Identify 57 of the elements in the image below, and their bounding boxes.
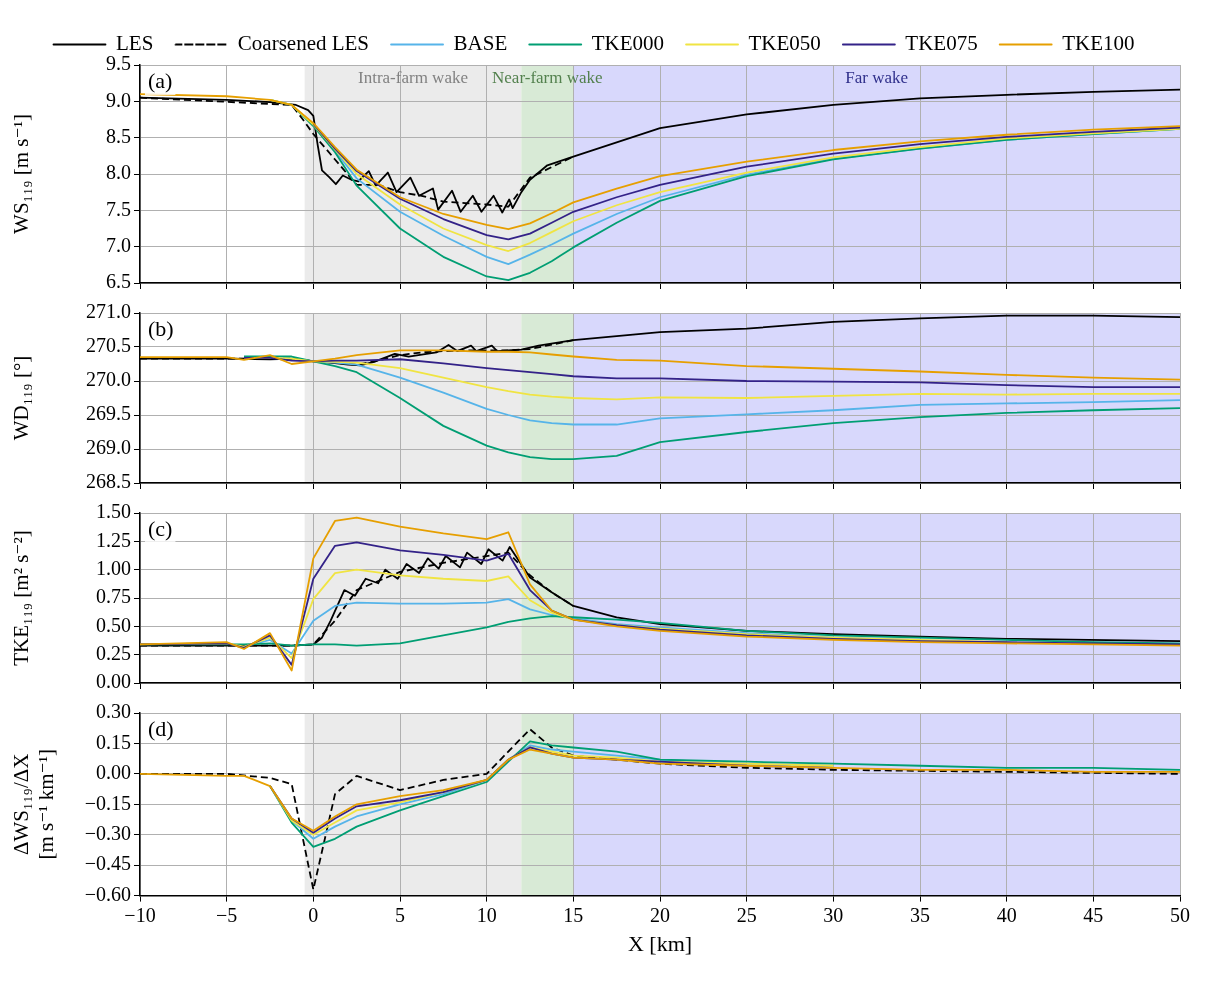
y-tick-label: 1.00 [96, 556, 131, 579]
y-axis-title: WS₁₁₉ [m s⁻¹] [9, 114, 34, 234]
legend-label: Coarsened LES [237, 31, 370, 56]
y-tick-label: 7.0 [106, 233, 131, 256]
x-tick-label: 10 [476, 903, 497, 926]
y-tick-label: 8.5 [106, 124, 131, 147]
band-label: Near-farm wake [492, 67, 603, 87]
x-tick-label: 30 [823, 903, 844, 926]
x-tick-label: 40 [996, 903, 1017, 926]
y-tick-label: −0.15 [84, 791, 131, 814]
y-tick-label: 0.25 [96, 641, 131, 664]
y-tick-label: 1.50 [96, 500, 131, 523]
y-tick-label: 0.50 [96, 613, 131, 636]
x-tick-label: 20 [650, 903, 670, 926]
y-tick-label: 270.0 [86, 368, 131, 391]
y-tick-label: 9.0 [106, 88, 131, 111]
legend-label: TKE000 [591, 31, 665, 56]
y-tick-label: −0.60 [84, 882, 131, 905]
y-axis-title: TKE₁₁₉ [m² s⁻²] [9, 530, 34, 666]
y-tick-label: −0.30 [84, 821, 131, 844]
x-tick-label: 15 [563, 903, 584, 926]
annotation: (a) [148, 67, 173, 93]
legend-label: TKE050 [748, 31, 821, 56]
x-tick-label: 25 [736, 903, 757, 926]
band-label: Intra-farm wake [358, 67, 468, 87]
y-tick-label: 7.5 [106, 197, 131, 220]
y-axis-title: WD₁₁₉ [°] [9, 355, 34, 441]
y-tick-label: 270.5 [86, 334, 131, 357]
x-tick-label: −10 [124, 903, 156, 926]
x-tick-label: 50 [1170, 903, 1190, 926]
y-tick-label: 6.5 [106, 270, 131, 293]
y-axis-title: ΔWS₁₁₉/ΔX [m s⁻¹ km⁻¹] [9, 749, 59, 860]
y-tick-label: 8.0 [106, 161, 131, 184]
annotation: (d) [148, 715, 174, 741]
x-tick-label: 5 [395, 903, 405, 926]
legend-label: TKE100 [1062, 31, 1135, 56]
legend-label: TKE075 [905, 31, 978, 56]
x-axis-title: X [km] [627, 930, 693, 956]
y-tick-label: 0.00 [96, 761, 131, 784]
legend-label: BASE [453, 31, 508, 56]
x-tick-label: −5 [216, 903, 238, 926]
y-tick-label: 0.75 [96, 585, 131, 608]
x-tick-label: 45 [1083, 903, 1104, 926]
y-tick-label: 0.30 [96, 700, 131, 723]
y-tick-label: 0.00 [96, 670, 131, 693]
annotation: (c) [148, 515, 173, 541]
annotation: (b) [148, 315, 174, 341]
x-tick-label: 0 [308, 903, 319, 926]
y-tick-label: 269.0 [86, 436, 131, 459]
y-tick-label: 271.0 [86, 300, 131, 323]
y-tick-label: 269.5 [86, 402, 131, 425]
band-label: Far wake [845, 67, 909, 87]
y-tick-label: 1.25 [96, 528, 131, 551]
y-tick-label: 268.5 [86, 470, 131, 493]
y-tick-label: −0.45 [84, 852, 131, 875]
y-tick-label: 0.15 [96, 730, 131, 753]
x-tick-label: 35 [910, 903, 930, 926]
